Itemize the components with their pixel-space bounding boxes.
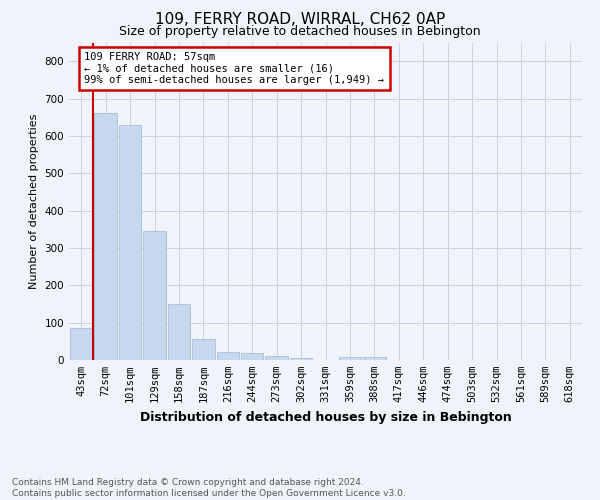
Bar [167,304,190,360]
Bar [241,354,263,360]
Bar [338,357,361,360]
Text: 109 FERRY ROAD: 57sqm
← 1% of detached houses are smaller (16)
99% of semi-detac: 109 FERRY ROAD: 57sqm ← 1% of detached h… [85,52,385,85]
Bar [363,357,386,360]
Bar [143,231,166,360]
Text: Size of property relative to detached houses in Bebington: Size of property relative to detached ho… [119,25,481,38]
Bar [290,358,313,360]
Bar [265,356,288,360]
Text: Contains HM Land Registry data © Crown copyright and database right 2024.
Contai: Contains HM Land Registry data © Crown c… [12,478,406,498]
Bar [119,124,142,360]
X-axis label: Distribution of detached houses by size in Bebington: Distribution of detached houses by size … [140,410,511,424]
Bar [70,328,92,360]
Bar [217,352,239,360]
Bar [94,114,117,360]
Bar [192,340,215,360]
Y-axis label: Number of detached properties: Number of detached properties [29,114,39,289]
Text: 109, FERRY ROAD, WIRRAL, CH62 0AP: 109, FERRY ROAD, WIRRAL, CH62 0AP [155,12,445,28]
